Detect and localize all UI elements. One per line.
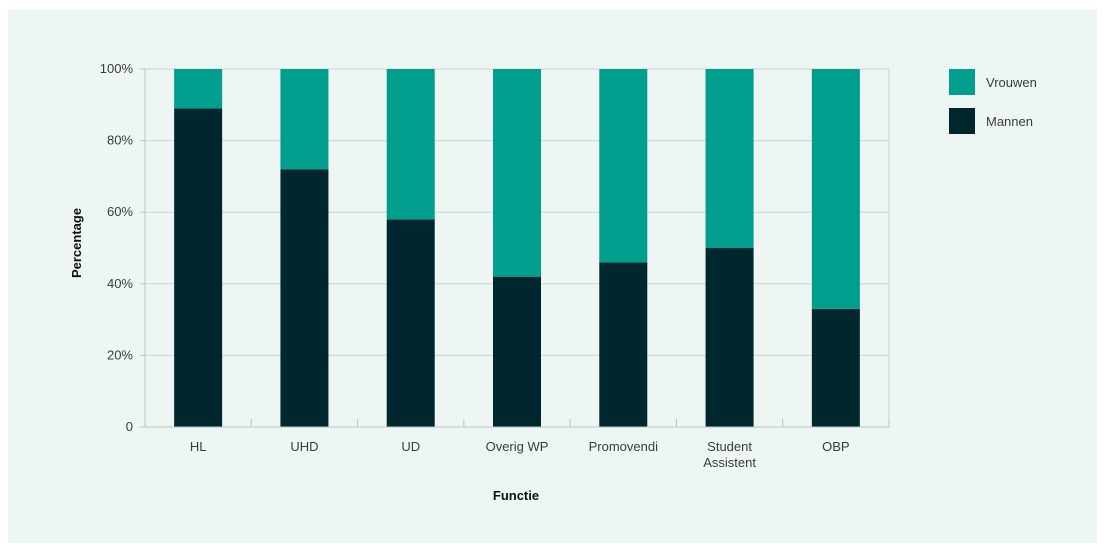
y-tick-label: 0 [126,419,133,434]
x-tick-label: UD [401,439,420,454]
bar-mannen-obp [811,308,860,427]
bar-vrouwen-uhd [280,69,329,170]
x-axis-title: Functie [493,488,539,503]
bar-mannen-ud [386,219,435,427]
x-tick-label: Promovendi [589,439,658,454]
bar-vrouwen-ud [386,69,435,220]
y-tick-label: 80% [107,133,133,148]
y-tick-label: 40% [107,276,133,291]
bar-mannen-uhd [280,169,329,428]
axes [144,69,890,428]
y-tick-label: 60% [107,204,133,219]
bar-mannen-student-assistent [705,248,754,427]
bar-mannen-promovendi [599,262,648,427]
x-tick-label: UHD [290,439,318,454]
bar-mannen-overig-wp [493,276,541,427]
bars [174,69,860,428]
bar-vrouwen-promovendi [599,69,648,263]
bar-vrouwen-student-assistent [705,69,754,248]
legend: Vrouwen Mannen [949,69,1037,134]
legend-swatch-vrouwen [949,69,975,95]
legend-label-mannen: Mannen [986,114,1033,129]
x-tick-label: Student Assistent [703,439,756,470]
x-tick-label: Overig WP [486,439,549,454]
y-axis-title: Percentage [69,208,84,278]
legend-label-vrouwen: Vrouwen [986,75,1037,90]
x-tick-label: HL [190,439,207,454]
legend-swatch-mannen [949,108,975,134]
y-tick-label: 100% [100,61,134,76]
bar-vrouwen-obp [811,69,860,309]
y-tick-label: 20% [107,347,133,362]
y-tick-labels: 0 20% 40% 60% 80% 100% [100,61,134,434]
bar-vrouwen-overig-wp [493,69,541,277]
bar-vrouwen-hl [174,69,223,109]
x-tick-labels: HL UHD UD Overig WP Promovendi Student Assiste… [190,439,850,470]
x-tick-label: OBP [822,439,849,454]
bar-mannen-hl [174,108,223,427]
